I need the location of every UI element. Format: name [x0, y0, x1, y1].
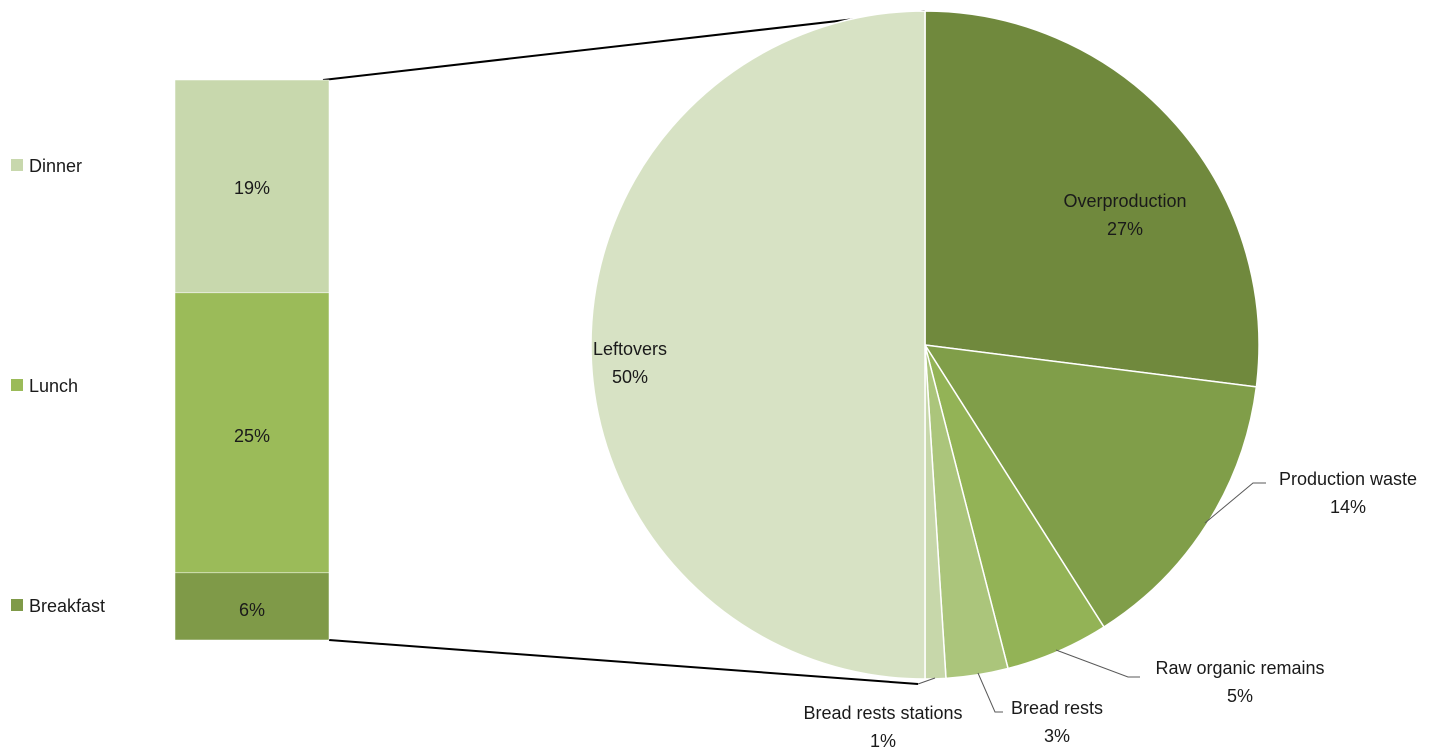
pie-label-leftovers: Leftovers: [593, 339, 667, 359]
pie-label-overproduction: Overproduction: [1063, 191, 1186, 211]
pie-label-bread-rests: Bread rests: [1011, 698, 1103, 718]
pie-labels: Overproduction 27% Production waste 14% Raw …: [593, 191, 1417, 747]
bar-value-breakfast: 6%: [239, 600, 265, 620]
bar-value-dinner: 19%: [234, 178, 270, 198]
legend-swatch-dinner: [11, 159, 23, 171]
bar-segment-dinner: [174, 79, 330, 294]
leader-line-production-waste: [1204, 482, 1266, 524]
connector-top: [322, 10, 926, 81]
pie-value-bread-rests-stations: 1%: [870, 731, 896, 747]
leader-line-raw-organic-remains: [1055, 649, 1140, 678]
legend-label-lunch: Lunch: [29, 376, 78, 396]
legend-label-dinner: Dinner: [29, 156, 82, 176]
connector-lines: [322, 10, 926, 685]
bar-segment-lunch: [174, 292, 330, 574]
bar-value-lunch: 25%: [234, 426, 270, 446]
pie-label-production-waste: Production waste: [1279, 469, 1417, 489]
pie-label-raw-organic-remains: Raw organic remains: [1155, 658, 1324, 678]
legend-swatch-breakfast: [11, 599, 23, 611]
pie: [590, 10, 1260, 680]
pie-value-raw-organic-remains: 5%: [1227, 686, 1253, 706]
bar-segment-breakfast: [174, 572, 330, 641]
pie-label-bread-rests-stations: Bread rests stations: [803, 703, 962, 723]
stacked-bar: 6% 25% 19%: [174, 79, 330, 641]
legend-swatch-lunch: [11, 379, 23, 391]
pie-slice-production-waste: [923, 344, 1258, 629]
pie-value-production-waste: 14%: [1330, 497, 1366, 517]
leader-line-bread-rests-stations: [917, 677, 936, 685]
pie-slice-overproduction: [924, 10, 1260, 388]
pie-value-overproduction: 27%: [1107, 219, 1143, 239]
pie-slice-leftovers: [590, 10, 926, 680]
legend: Dinner Lunch Breakfast: [11, 156, 105, 616]
pie-value-bread-rests: 3%: [1044, 726, 1070, 746]
legend-label-breakfast: Breakfast: [29, 596, 105, 616]
leader-line-bread-rests: [977, 672, 1003, 713]
connector-bottom: [328, 639, 919, 685]
pie-value-leftovers: 50%: [612, 367, 648, 387]
